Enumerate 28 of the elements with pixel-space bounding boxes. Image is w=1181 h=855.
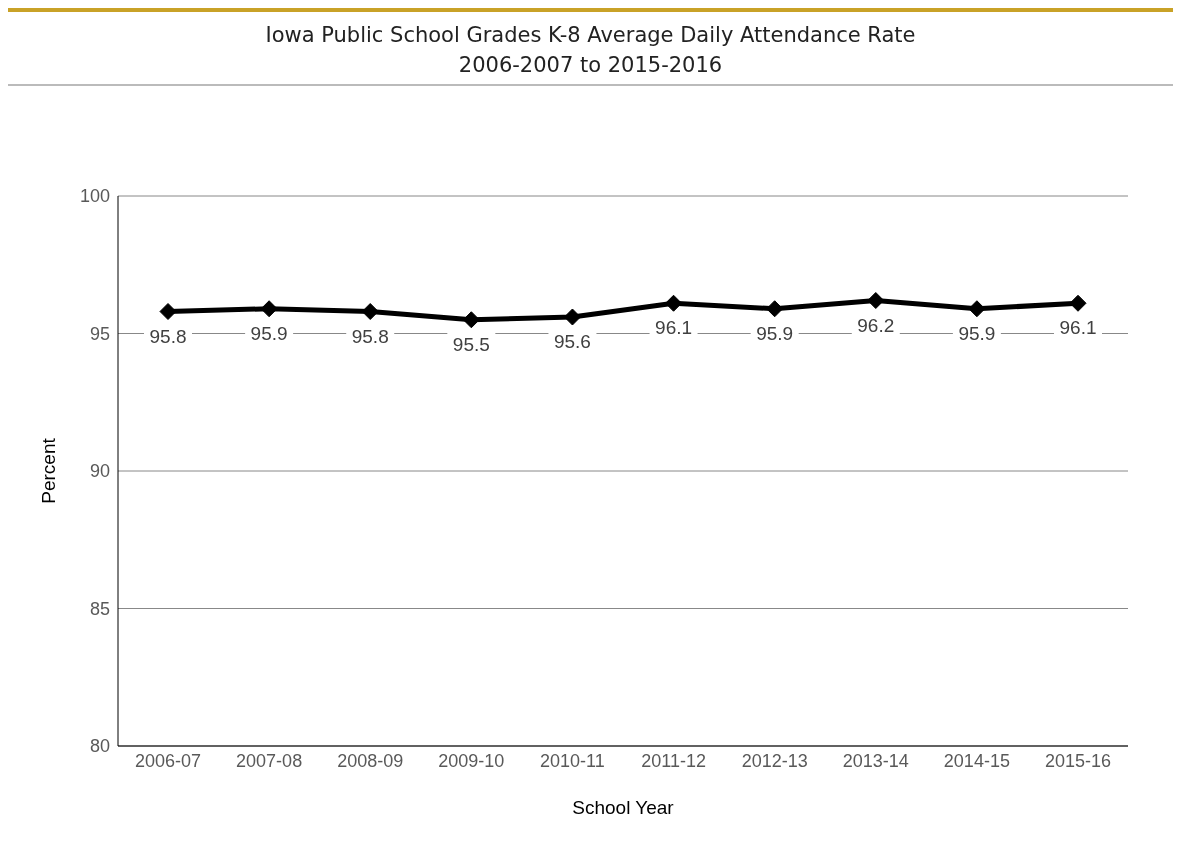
data-label: 95.8 bbox=[149, 325, 187, 347]
y-tick-label: 90 bbox=[89, 461, 110, 482]
data-label: 95.8 bbox=[351, 325, 389, 347]
x-tick-label: 2014-15 bbox=[943, 750, 1010, 771]
x-tick-label: 2013-14 bbox=[842, 750, 909, 771]
x-tick-label: 2007-08 bbox=[236, 750, 303, 771]
y-tick-label: 80 bbox=[89, 736, 110, 757]
x-tick-label: 2010-11 bbox=[540, 750, 605, 771]
x-tick-label: 2011-12 bbox=[641, 750, 706, 771]
y-tick-label: 85 bbox=[89, 598, 110, 619]
data-label: 96.1 bbox=[655, 317, 693, 339]
x-tick-label: 2015-16 bbox=[1044, 750, 1112, 771]
x-tick-label: 2009-10 bbox=[438, 750, 505, 771]
data-label: 95.9 bbox=[250, 322, 288, 344]
x-axis-title: School Year bbox=[572, 797, 675, 818]
data-label: 95.9 bbox=[756, 322, 794, 344]
data-label: 95.5 bbox=[452, 333, 490, 355]
data-label: 96.2 bbox=[857, 314, 895, 336]
x-tick-label: 2008-09 bbox=[337, 750, 404, 771]
x-tick-label: 2006-07 bbox=[134, 750, 202, 771]
data-label: 96.1 bbox=[1059, 317, 1097, 339]
y-tick-label: 95 bbox=[89, 323, 110, 344]
y-tick-label: 100 bbox=[79, 186, 110, 207]
x-tick-label: 2012-13 bbox=[741, 750, 808, 771]
y-axis-title: Percent bbox=[37, 437, 59, 504]
data-label: 95.9 bbox=[958, 322, 996, 344]
data-label: 95.6 bbox=[553, 331, 591, 352]
chart-title: Iowa Public School Grades K-8 Average Daily Attendance Rate 2006-2007 to 2015-2016 bbox=[264, 22, 917, 79]
